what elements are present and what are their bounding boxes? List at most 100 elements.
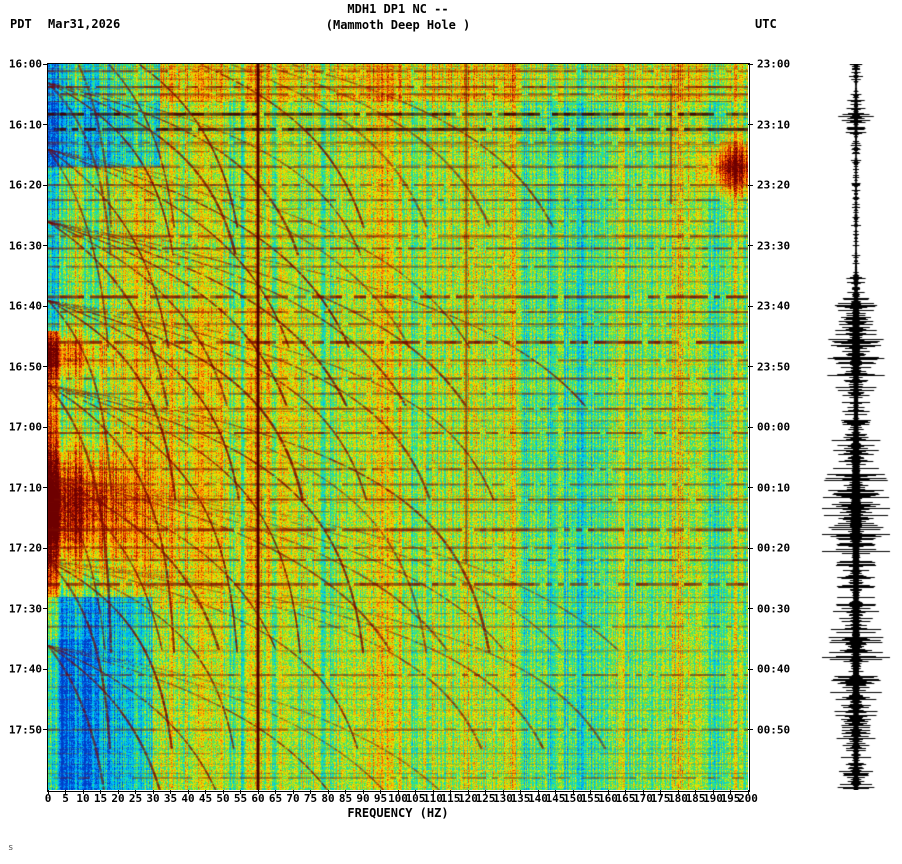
freq-tick-mark xyxy=(467,790,469,794)
right-tick-mark xyxy=(748,245,753,246)
freq-tick-label: 45 xyxy=(198,792,213,805)
freq-tick-label: 95 xyxy=(373,792,388,805)
right-tick-mark xyxy=(748,184,753,186)
freq-tick-mark xyxy=(240,790,241,794)
spectrogram-canvas xyxy=(48,64,748,790)
freq-tick-mark xyxy=(362,790,364,794)
freq-tick-label: 85 xyxy=(338,792,353,805)
freq-tick-label: 190 xyxy=(703,792,723,805)
left-time-label: 16:10 xyxy=(8,118,42,131)
freq-tick-label: 155 xyxy=(580,792,601,805)
freq-tick-label: 65 xyxy=(268,792,283,805)
freq-tick-label: 100 xyxy=(388,792,408,805)
freq-tick-mark xyxy=(607,790,609,794)
right-time-label: 23:50 xyxy=(757,360,791,373)
freq-tick-mark xyxy=(135,790,136,794)
left-tick-mark xyxy=(43,668,48,670)
right-time-label: 23:00 xyxy=(757,57,791,71)
stray-character: s xyxy=(8,843,14,853)
left-tick-mark xyxy=(43,729,48,730)
right-tick-mark xyxy=(748,305,753,307)
timezone-left-label: PDT xyxy=(10,17,32,31)
x-axis-title: FREQUENCY (HZ) xyxy=(347,806,449,820)
right-tick-mark xyxy=(748,426,753,428)
right-time-label: 23:20 xyxy=(757,178,791,192)
freq-tick-mark xyxy=(432,790,434,794)
left-time-label: 17:00 xyxy=(8,420,42,434)
left-time-label: 16:30 xyxy=(8,239,42,252)
right-tick-mark xyxy=(748,608,753,609)
timezone-right-label: UTC xyxy=(755,17,777,31)
right-time-label: 00:20 xyxy=(757,541,791,555)
freq-tick-mark xyxy=(572,790,574,794)
freq-tick-mark xyxy=(257,790,259,794)
freq-tick-label: 40 xyxy=(181,792,195,805)
freq-tick-label: 110 xyxy=(423,792,443,805)
freq-tick-mark xyxy=(660,790,661,794)
freq-tick-label: 130 xyxy=(493,792,513,805)
freq-tick-mark xyxy=(117,790,119,794)
left-time-label: 16:20 xyxy=(8,178,42,192)
right-tick-mark xyxy=(748,547,753,549)
left-tick-mark xyxy=(43,608,48,609)
freq-tick-mark xyxy=(537,790,539,794)
freq-tick-label: 30 xyxy=(146,792,160,805)
freq-tick-mark xyxy=(205,790,206,794)
station-title: MDH1 DP1 NC -- xyxy=(347,2,449,16)
right-tick-mark xyxy=(748,124,753,125)
freq-tick-label: 140 xyxy=(528,792,548,805)
freq-tick-label: 15 xyxy=(93,792,108,805)
left-time-label: 16:00 xyxy=(8,57,42,71)
freq-tick-label: 175 xyxy=(650,792,671,805)
freq-tick-mark xyxy=(187,790,189,794)
freq-tick-mark xyxy=(695,790,696,794)
left-tick-mark xyxy=(43,124,48,125)
freq-tick-label: 170 xyxy=(633,792,653,805)
freq-tick-mark xyxy=(310,790,311,794)
freq-tick-label: 180 xyxy=(668,792,688,805)
freq-tick-mark xyxy=(292,790,294,794)
freq-tick-mark xyxy=(82,790,84,794)
freq-tick-mark xyxy=(520,790,521,794)
freq-tick-label: 80 xyxy=(321,792,335,805)
freq-tick-label: 125 xyxy=(475,792,496,805)
right-time-label: 00:40 xyxy=(757,662,791,676)
left-tick-mark xyxy=(43,487,48,488)
freq-tick-mark xyxy=(642,790,644,794)
left-tick-mark xyxy=(43,63,48,65)
freq-tick-label: 160 xyxy=(598,792,618,805)
freq-tick-mark xyxy=(712,790,714,794)
right-tick-mark xyxy=(748,729,753,730)
freq-tick-label: 185 xyxy=(685,792,706,805)
station-subtitle: (Mammoth Deep Hole ) xyxy=(325,18,471,32)
freq-tick-mark xyxy=(47,790,49,794)
freq-tick-label: 20 xyxy=(111,792,125,805)
freq-tick-label: 165 xyxy=(615,792,636,805)
freq-tick-mark xyxy=(345,790,346,794)
left-time-label: 16:40 xyxy=(8,299,42,313)
freq-tick-mark xyxy=(222,790,224,794)
freq-tick-label: 90 xyxy=(356,792,370,805)
left-time-label: 17:20 xyxy=(8,541,42,555)
freq-tick-label: 105 xyxy=(405,792,426,805)
right-time-label: 00:50 xyxy=(757,723,791,736)
freq-tick-mark xyxy=(485,790,486,794)
left-time-label: 17:50 xyxy=(8,723,42,736)
left-time-label: 17:10 xyxy=(8,481,42,494)
freq-tick-label: 75 xyxy=(303,792,318,805)
left-tick-mark xyxy=(43,184,48,186)
freq-tick-mark xyxy=(450,790,451,794)
right-tick-mark xyxy=(748,63,753,65)
freq-tick-label: 55 xyxy=(233,792,248,805)
freq-tick-mark xyxy=(625,790,626,794)
freq-tick-label: 25 xyxy=(128,792,143,805)
freq-tick-mark xyxy=(65,790,66,794)
right-time-label: 00:10 xyxy=(757,481,791,494)
freq-tick-label: 70 xyxy=(286,792,300,805)
right-tick-mark xyxy=(748,487,753,488)
left-tick-mark xyxy=(43,366,48,367)
freq-tick-label: 5 xyxy=(62,792,69,805)
left-tick-mark xyxy=(43,305,48,307)
freq-tick-label: 145 xyxy=(545,792,566,805)
right-time-label: 23:40 xyxy=(757,299,791,313)
